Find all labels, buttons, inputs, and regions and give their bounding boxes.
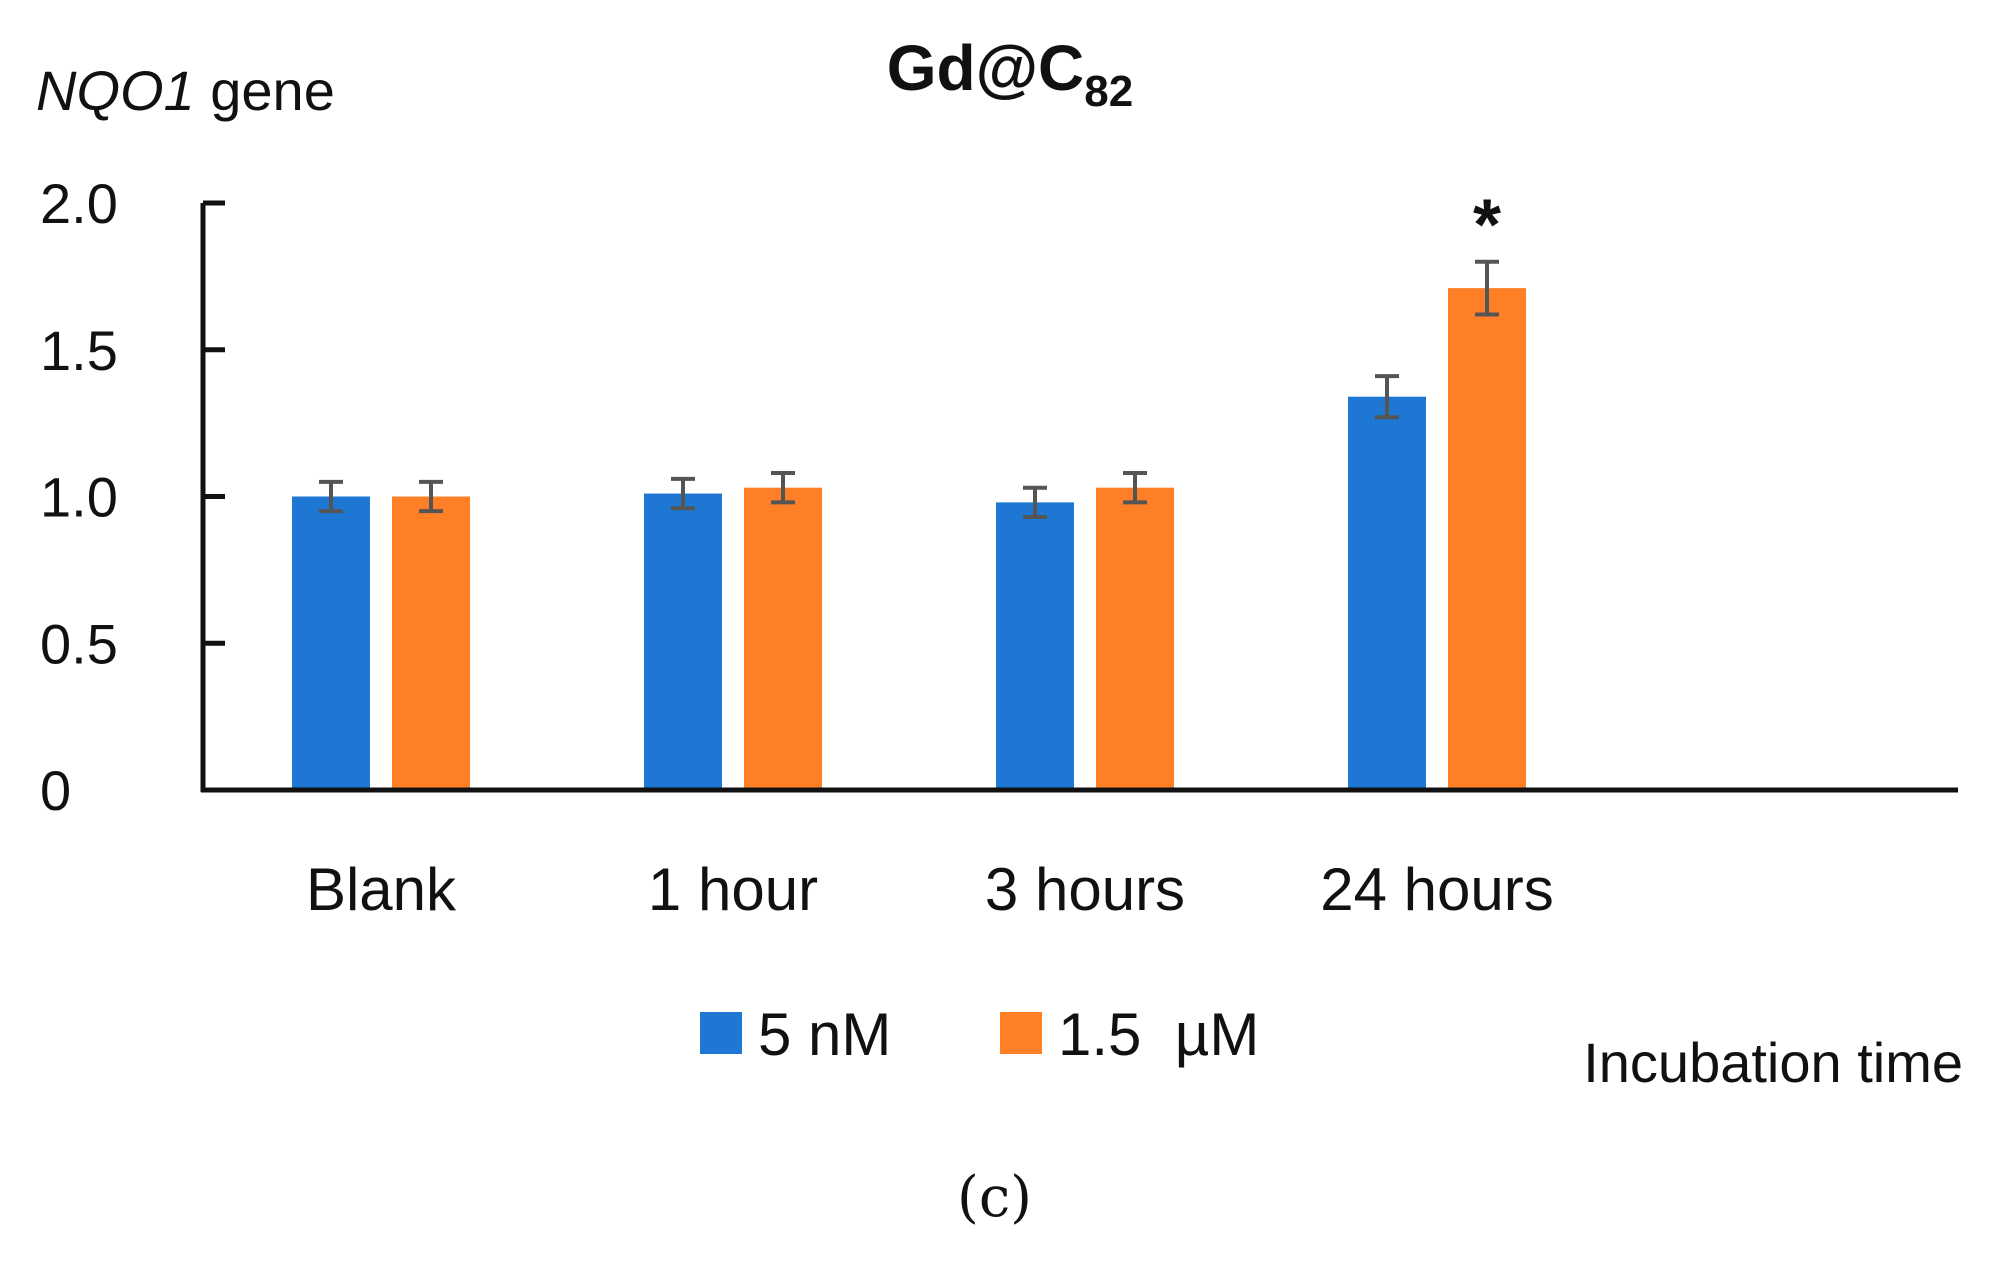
x-tick-label: 3 hours (985, 856, 1185, 923)
legend-label: 5 nM (758, 1001, 891, 1068)
bars (292, 288, 1526, 790)
legend-swatch (700, 1012, 742, 1054)
bar (644, 493, 722, 790)
legend-swatch (1000, 1012, 1042, 1054)
error-bars (319, 259, 1499, 520)
y-tick-label: 2.0 (40, 172, 118, 235)
y-tick-label: 1.5 (40, 319, 118, 382)
x-axis-tick-labels: Blank 1 hour 3 hours 24 hours (306, 856, 1554, 923)
y-tick-label: 0.5 (40, 612, 118, 675)
y-axis-ticks: 0 0.5 1.0 1.5 2.0 (40, 172, 225, 822)
y-tick-label: 0 (40, 759, 71, 822)
y-axis-label: NQO1 gene (36, 59, 335, 122)
bar (996, 502, 1074, 790)
bar (1348, 396, 1426, 790)
legend: 5 nM 1.5 µM (700, 1001, 1259, 1068)
legend-label: 1.5 µM (1058, 1001, 1259, 1068)
bar (1096, 487, 1174, 790)
panel-label: (c) (956, 1165, 1033, 1230)
y-tick-label: 1.0 (40, 466, 118, 529)
x-axis-label: Incubation time (1583, 1031, 1963, 1094)
bar (392, 496, 470, 790)
bar (744, 487, 822, 790)
chart-title: Gd@C82 (887, 32, 1133, 116)
bar (292, 496, 370, 790)
x-tick-label: Blank (306, 856, 457, 923)
annotations: * (1473, 186, 1501, 266)
x-tick-label: 24 hours (1320, 856, 1554, 923)
bar (1448, 288, 1526, 790)
x-tick-label: 1 hour (648, 856, 818, 923)
significance-marker: * (1473, 186, 1501, 266)
